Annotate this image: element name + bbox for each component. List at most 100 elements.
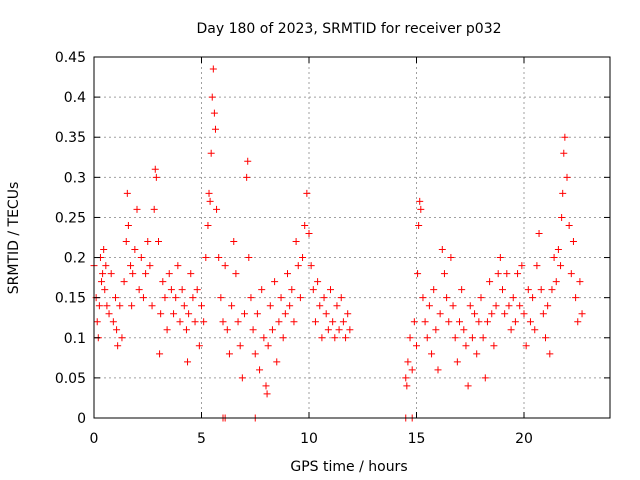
grid-lines (94, 57, 610, 418)
data-point (460, 326, 468, 334)
data-point (107, 270, 115, 278)
data-point (473, 350, 481, 358)
data-point (180, 302, 188, 310)
data-point (174, 262, 182, 270)
y-axis-label: SRMTID / TECUs (6, 182, 22, 295)
data-point (139, 294, 147, 302)
data-point (301, 221, 309, 229)
data-point (488, 310, 496, 318)
data-point (290, 318, 298, 326)
data-point (95, 302, 103, 310)
data-points (90, 65, 586, 422)
data-point (159, 278, 167, 286)
data-point (120, 278, 128, 286)
data-point (238, 374, 246, 382)
data-point (447, 254, 455, 262)
data-point (404, 358, 412, 366)
data-point (263, 390, 271, 398)
data-point (494, 270, 502, 278)
data-point (548, 286, 556, 294)
data-point (496, 254, 504, 262)
y-tick-label: 0.1 (64, 331, 86, 347)
data-point (342, 334, 350, 342)
data-point (344, 310, 352, 318)
data-point (286, 302, 294, 310)
data-point (142, 270, 150, 278)
axes: 0 0.05 0.1 0.15 0.2 0.25 0.3 0.35 0.4 0.45 0 5 10 15 2… (55, 50, 610, 447)
data-point (277, 294, 285, 302)
data-point (516, 302, 524, 310)
data-point (403, 382, 411, 390)
y-tick-label: 0.05 (55, 371, 86, 387)
data-point (339, 318, 347, 326)
data-point (156, 350, 164, 358)
data-point (172, 294, 180, 302)
data-point (122, 238, 130, 246)
data-point (163, 326, 171, 334)
data-point (432, 326, 440, 334)
data-point (249, 326, 257, 334)
data-point (436, 310, 444, 318)
data-point (402, 374, 410, 382)
data-point (511, 318, 519, 326)
x-tick-label: 20 (515, 431, 533, 447)
data-point (262, 382, 270, 390)
data-point (483, 318, 491, 326)
data-point (425, 302, 433, 310)
data-point (245, 254, 253, 262)
data-point (558, 213, 566, 221)
data-point (244, 157, 252, 165)
data-point (331, 334, 339, 342)
data-point (578, 310, 586, 318)
data-point (232, 270, 240, 278)
data-point (193, 286, 201, 294)
data-point (102, 262, 110, 270)
data-point (542, 334, 549, 342)
data-point (557, 262, 565, 270)
data-point (406, 334, 414, 342)
y-tick-label: 0.45 (55, 50, 86, 66)
data-point (256, 366, 264, 374)
data-point (184, 358, 192, 366)
data-point (550, 254, 558, 262)
data-point (251, 350, 259, 358)
data-point (531, 326, 539, 334)
data-point (311, 318, 319, 326)
data-point (576, 278, 584, 286)
data-point (93, 318, 101, 326)
data-point (275, 318, 283, 326)
data-point (544, 302, 552, 310)
y-tick-label: 0.3 (64, 170, 86, 186)
data-point (505, 302, 513, 310)
data-point (490, 342, 498, 350)
data-point (520, 310, 528, 318)
data-point (316, 302, 324, 310)
data-point (114, 342, 122, 350)
data-point (324, 326, 332, 334)
data-point (279, 334, 287, 342)
data-point (333, 302, 341, 310)
data-point (305, 229, 313, 237)
data-point (268, 326, 276, 334)
data-point (100, 246, 108, 254)
data-point (309, 286, 317, 294)
data-point (296, 294, 304, 302)
data-point (206, 197, 214, 205)
data-point (113, 326, 121, 334)
data-point (535, 229, 543, 237)
y-tick-label: 0.2 (64, 251, 86, 267)
data-point (413, 342, 420, 350)
data-point (200, 318, 208, 326)
data-point (228, 302, 236, 310)
data-point (207, 149, 215, 157)
data-point (346, 326, 354, 334)
x-tick-label: 15 (408, 431, 426, 447)
data-point (146, 262, 154, 270)
data-point (155, 238, 162, 246)
data-point (438, 246, 446, 254)
data-point (129, 270, 137, 278)
data-point (253, 310, 261, 318)
data-point (128, 302, 136, 310)
data-point (209, 65, 217, 73)
data-point (205, 189, 213, 197)
